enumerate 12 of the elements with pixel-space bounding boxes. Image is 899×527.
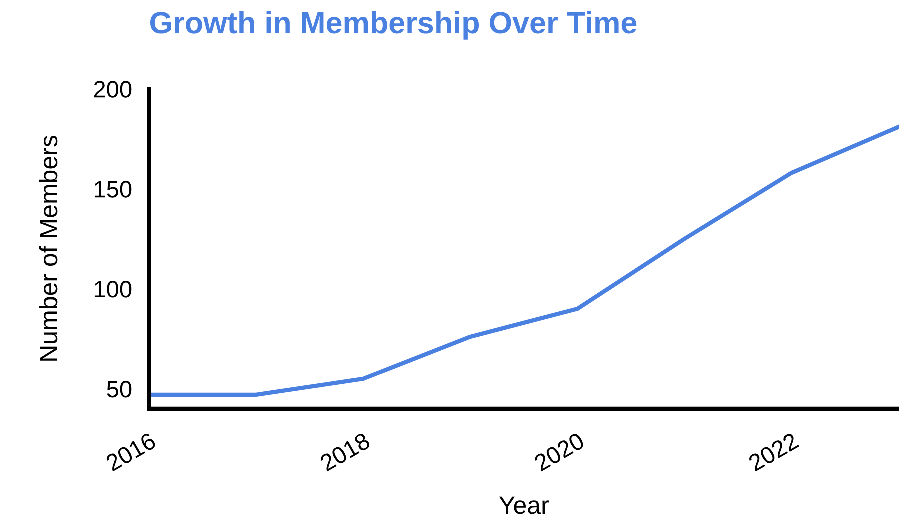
y-tick-label: 50 (107, 381, 132, 398)
x-tick-label: 2018 (319, 432, 372, 472)
chart-title: Growth in Membership Over Time (150, 11, 637, 40)
x-tick-label: 2020 (534, 432, 586, 472)
y-tick-label: 150 (94, 181, 132, 198)
x-tick-label: 2022 (748, 432, 800, 472)
y-tick-label: 200 (94, 81, 132, 98)
y-tick-label: 100 (94, 281, 132, 298)
x-axis-title: Year (499, 496, 549, 514)
x-tick-label: 2016 (105, 432, 158, 472)
line-series (149, 124, 899, 398)
y-axis-title: Number of Members (39, 136, 58, 361)
